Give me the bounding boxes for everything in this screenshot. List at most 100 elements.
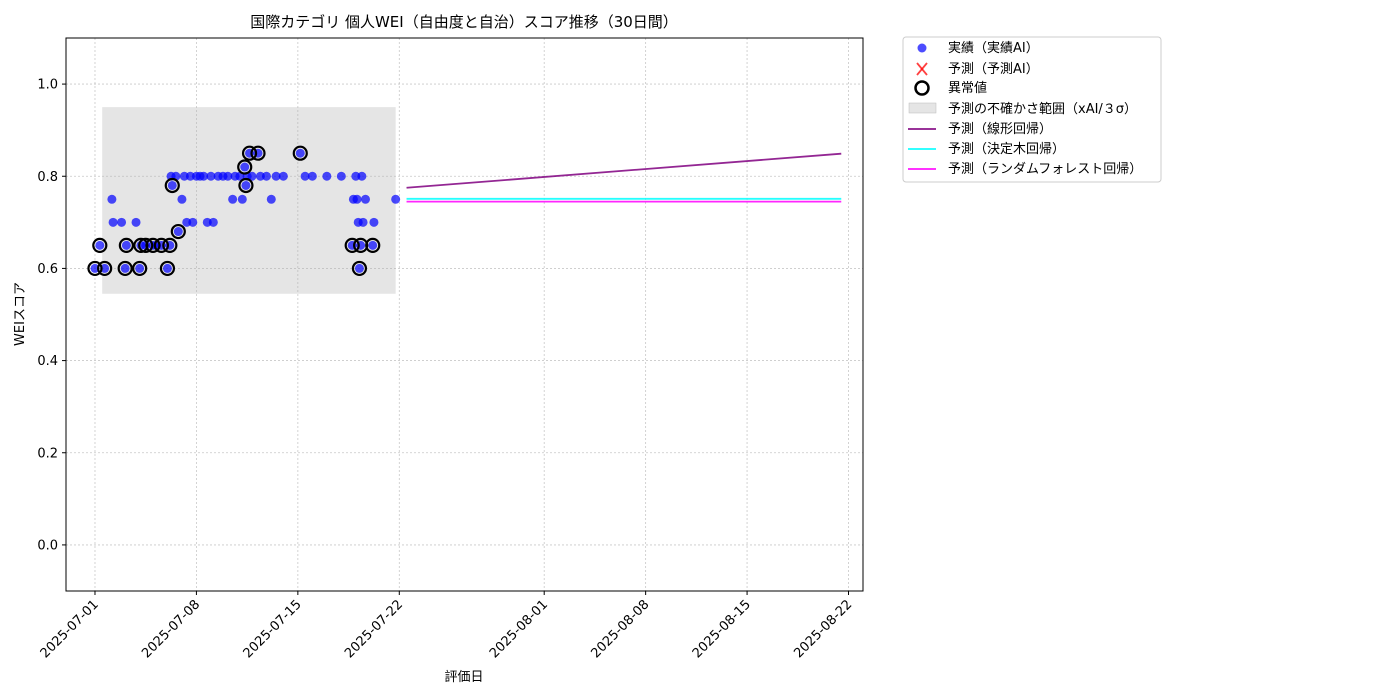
actual-point — [107, 194, 117, 204]
actual-point — [360, 194, 370, 204]
anomaly-marker — [351, 260, 368, 277]
anomaly-marker — [237, 159, 253, 175]
anomaly-marker — [145, 237, 161, 253]
anomaly-marker — [97, 260, 113, 277]
anomaly-marker — [344, 237, 360, 253]
anomaly-marker — [365, 237, 381, 253]
actual-point — [352, 194, 362, 204]
anomaly-marker — [87, 260, 103, 277]
actual-point — [167, 180, 177, 190]
legend-actual-marker — [917, 43, 927, 53]
legend-band-swatch — [908, 102, 937, 114]
legend-forest-label: 予測（ランダムフォレスト回帰） — [948, 161, 1142, 177]
y-tick-label: 0.6 — [37, 262, 58, 277]
anomaly-marker — [92, 237, 108, 253]
anomaly-marker — [138, 237, 154, 253]
actual-point — [206, 171, 216, 181]
actual-point — [228, 194, 238, 204]
plot-area — [65, 37, 864, 592]
actual-point — [354, 263, 364, 273]
x-tick-label: 2025-07-01 — [38, 597, 102, 661]
actual-point — [391, 194, 401, 204]
actual-point — [131, 217, 141, 227]
actual-point — [121, 240, 131, 250]
actual-point — [368, 240, 378, 250]
x-tick-label: 2025-08-01 — [487, 597, 551, 661]
legend-anomaly-label: 異常値 — [948, 80, 987, 96]
legend-actual-label: 実績（実績AI） — [948, 40, 1039, 56]
actual-point — [295, 148, 305, 158]
actual-point — [117, 217, 127, 227]
actual-point — [199, 171, 209, 181]
actual-point — [208, 217, 218, 227]
anomaly-marker — [118, 237, 134, 253]
actual-point — [369, 217, 379, 227]
anomaly-marker — [238, 177, 254, 194]
legend-frame — [902, 36, 1162, 183]
actual-point — [177, 194, 187, 204]
legend: 実績（実績AI） 予測（予測AI） 異常値 予測の不確かさ範囲（xAI/３σ） … — [902, 36, 1162, 183]
actual-point — [135, 263, 145, 273]
actual-point — [240, 162, 250, 172]
actual-point — [261, 171, 271, 181]
anomaly-markers — [87, 145, 381, 277]
x-tick-label: 2025-07-22 — [342, 597, 406, 661]
x-tick-label: 2025-08-08 — [588, 597, 652, 661]
actual-point — [173, 227, 183, 237]
legend-band-label: 予測の不確かさ範囲（xAI/３σ） — [948, 101, 1137, 117]
y-axis-label: WEIスコア — [13, 282, 28, 346]
actual-point — [271, 171, 281, 181]
legend-tree-label: 予測（決定木回帰） — [948, 141, 1065, 157]
x-axis-label: 評価日 — [444, 670, 483, 685]
actual-point — [90, 263, 100, 273]
actual-point — [266, 194, 276, 204]
x-tick-label: 2025-07-15 — [241, 597, 305, 661]
actual-point — [300, 171, 310, 181]
prediction-line — [406, 152, 842, 189]
y-tick-label: 0.0 — [37, 538, 58, 553]
actual-point — [108, 217, 118, 227]
anomaly-marker — [292, 145, 308, 161]
anomaly-marker — [164, 177, 180, 194]
anomaly-marker — [170, 223, 186, 240]
legend-predicted-label: 予測（予測AI） — [948, 62, 1039, 77]
legend-linear-label: 予測（線形回帰） — [948, 121, 1052, 137]
prediction-lines — [406, 152, 842, 203]
anomaly-marker — [162, 237, 178, 253]
anomaly-marker — [159, 260, 176, 277]
x-tick-label: 2025-08-22 — [791, 597, 855, 661]
anomaly-marker — [250, 145, 266, 161]
legend-predicted-marker — [916, 62, 928, 76]
actual-point — [162, 263, 172, 273]
actual-point — [357, 171, 367, 181]
x-axis: 2025-07-01 2025-07-08 2025-07-15 2025-07-22… — [38, 591, 855, 661]
actual-point — [188, 217, 198, 227]
legend-anomaly-marker — [914, 80, 930, 96]
actual-point — [322, 171, 332, 181]
actual-point — [237, 194, 247, 204]
uncertainty-band — [102, 107, 396, 294]
actual-point — [100, 263, 110, 273]
y-tick-label: 1.0 — [37, 78, 58, 93]
actual-point — [278, 171, 288, 181]
y-tick-label: 0.4 — [37, 354, 58, 369]
anomaly-marker — [117, 260, 133, 277]
x-tick-label: 2025-08-15 — [690, 597, 754, 661]
actual-point — [223, 171, 233, 181]
anomaly-marker — [153, 237, 169, 253]
y-axis: 0.0 0.2 0.4 0.6 0.8 1.0 — [37, 78, 66, 553]
grid — [66, 38, 863, 591]
actual-point — [247, 171, 257, 181]
y-tick-label: 0.2 — [37, 446, 58, 461]
actual-point — [307, 171, 317, 181]
y-tick-label: 0.8 — [37, 170, 58, 185]
actual-point — [336, 171, 346, 181]
x-tick-label: 2025-07-08 — [139, 597, 203, 661]
actual-point — [358, 217, 368, 227]
actual-point — [95, 240, 105, 250]
actual-point — [120, 263, 130, 273]
anomaly-marker — [132, 260, 148, 277]
anomaly-marker — [241, 145, 258, 161]
actual-point — [241, 180, 251, 190]
